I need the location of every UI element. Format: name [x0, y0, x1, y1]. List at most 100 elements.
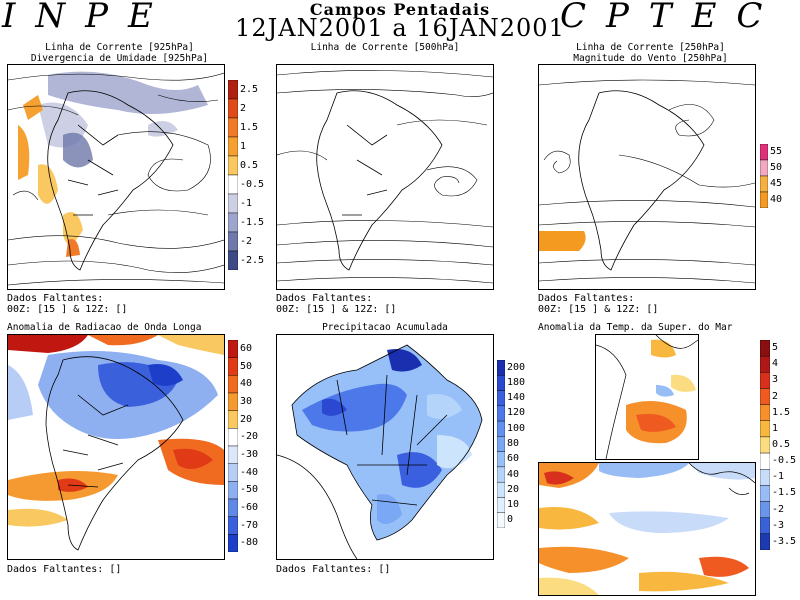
map-panel-sst-global [538, 462, 756, 596]
p4-colorbar-label: -80 [240, 537, 259, 549]
p5-title-line1: Precipitacao Acumulada [322, 322, 448, 333]
p5-colorbar-label: 20 [507, 483, 520, 495]
p5-colorbar-label: 40 [507, 468, 520, 480]
p1-title-line2: Divergencia de Umidade [925hPa] [30, 53, 209, 64]
p5-colorbar-label: 0 [507, 514, 514, 526]
p4-colorbar-swatch [228, 392, 238, 411]
p6-colorbar-swatch [760, 517, 770, 535]
p5-colorbar-swatch [497, 420, 505, 437]
p5-colorbar-swatch [497, 360, 505, 376]
streamlines [277, 70, 493, 284]
p5-colorbar-swatch [497, 451, 505, 468]
p4-colorbar-swatch [228, 410, 238, 429]
p1-title-line1: Linha de Corrente [925hPa] [45, 42, 194, 53]
p1-colorbar-label: 0.5 [240, 159, 259, 171]
map-panel-sst-atlantic [595, 334, 699, 460]
p4-colorbar-label: -60 [240, 501, 259, 513]
p5-colorbar [497, 360, 505, 528]
brazil-states-outline [277, 344, 483, 559]
p5-colorbar-label: 10 [507, 499, 520, 511]
p4-colorbar-labels: 60 50 40 30 20 -20 -30 -40 -50 -60 -70 -80 [240, 340, 270, 552]
p4-colorbar-swatch [228, 357, 238, 376]
p6-colorbar-label: 5 [772, 342, 779, 354]
p6-colorbar-label: -3.5 [772, 535, 797, 547]
p6-colorbar-label: 2 [772, 390, 779, 402]
p3-missing-detail: 00Z: [15 ] & 12Z: [] [538, 304, 659, 315]
p5-colorbar-label: 180 [507, 376, 526, 388]
p1-colorbar-swatch [228, 193, 238, 214]
p3-colorbar-label: 50 [770, 162, 783, 173]
p6-colorbar-label: -1 [772, 471, 785, 483]
p4-colorbar-label: 60 [240, 342, 253, 354]
p1-colorbar-label: 2 [240, 102, 247, 114]
p4-colorbar-label: 40 [240, 378, 253, 390]
p3-colorbar-swatch [760, 191, 768, 208]
p3-colorbar-labels: 55 50 45 40 [770, 144, 798, 208]
p1-colorbar-swatch [228, 174, 238, 195]
p4-colorbar-label: 20 [240, 413, 253, 425]
p4-colorbar-swatch [228, 516, 238, 535]
p3-colorbar-label: 55 [770, 146, 783, 157]
p6-colorbar-label: 1 [772, 422, 779, 434]
wind-magnitude-shading [539, 231, 586, 251]
p6-colorbar-swatch [760, 355, 770, 373]
p1-colorbar [228, 80, 238, 270]
p1-colorbar-swatch [228, 212, 238, 233]
p5-colorbar-labels: 200 180 140 120 100 80 60 40 20 10 0 [507, 360, 537, 528]
p5-colorbar-swatch [497, 436, 505, 452]
p4-colorbar-swatch [228, 375, 238, 394]
p6-colorbar-label: -3 [772, 519, 785, 531]
p1-colorbar-swatch [228, 136, 238, 157]
p6-colorbar-swatch [760, 372, 770, 389]
p1-colorbar-swatch [228, 231, 238, 252]
streamlines [8, 72, 224, 286]
p6-colorbar-label: 3 [772, 374, 779, 386]
south-america-outline [316, 90, 443, 271]
p6-title: Anomalia da Temp. da Super. do Mar [538, 322, 763, 333]
streamlines [539, 79, 755, 284]
p4-colorbar-label: -50 [240, 484, 259, 496]
p5-colorbar-swatch [497, 466, 505, 483]
continents-outline [688, 463, 755, 495]
page-title: Campos Pentadais [309, 0, 491, 19]
p3-title-line2: Magnitude do Vento [250hPa] [573, 53, 728, 64]
p1-colorbar-swatch [228, 250, 238, 270]
p4-colorbar-swatch [228, 481, 238, 500]
p2-title-line1: Linha de Corrente [500hPa] [310, 42, 460, 53]
p5-colorbar-label: 200 [507, 361, 526, 373]
p4-colorbar-swatch [228, 498, 238, 517]
map-panel-precip [276, 334, 494, 560]
p2-missing-detail: 00Z: [15 ] & 12Z: [] [276, 304, 397, 315]
p5-colorbar-label: 60 [507, 453, 520, 465]
p6-colorbar-swatch [760, 469, 770, 486]
p5-colorbar-label: 140 [507, 392, 526, 404]
p6-colorbar-swatch [760, 501, 770, 518]
p3-title: Linha de Corrente [250hPa] Magnitude do … [538, 42, 763, 64]
p4-colorbar-swatch [228, 463, 238, 482]
p6-colorbar-label: 1.5 [772, 406, 791, 418]
p1-colorbar-swatch [228, 80, 238, 100]
p1-colorbar-label: -1 [240, 197, 253, 209]
p5-missing-label: Dados Faltantes: [] [276, 564, 391, 575]
p1-colorbar-swatch [228, 98, 238, 119]
p4-colorbar-label: -30 [240, 448, 259, 460]
p6-colorbar-label: -0.5 [772, 455, 797, 467]
p6-colorbar-swatch [760, 452, 770, 470]
p5-colorbar-swatch [497, 405, 505, 422]
p6-colorbar-swatch [760, 404, 770, 421]
olr-anomaly-shading [8, 335, 224, 527]
p3-colorbar-label: 45 [770, 178, 783, 189]
period-dates: 12JAN2001 a 16JAN2001 [235, 14, 565, 42]
coastline-outline [596, 335, 698, 459]
p5-colorbar-swatch [497, 390, 505, 407]
p5-title: Precipitacao Acumulada [276, 322, 494, 333]
p4-colorbar-label: -20 [240, 431, 259, 443]
p4-colorbar-label: 50 [240, 360, 253, 372]
p6-colorbar-swatch [760, 485, 770, 502]
p6-colorbar-swatch [760, 340, 770, 357]
p6-colorbar-labels: 5 4 3 2 1.5 1 0.5 -0.5 -1 -1.5 -2 -3 -3.5 [772, 340, 800, 550]
p6-colorbar-label: 4 [772, 358, 779, 370]
p4-colorbar-label: 30 [240, 395, 253, 407]
p5-colorbar-swatch [497, 481, 505, 498]
moisture-divergence-shading [18, 71, 208, 257]
